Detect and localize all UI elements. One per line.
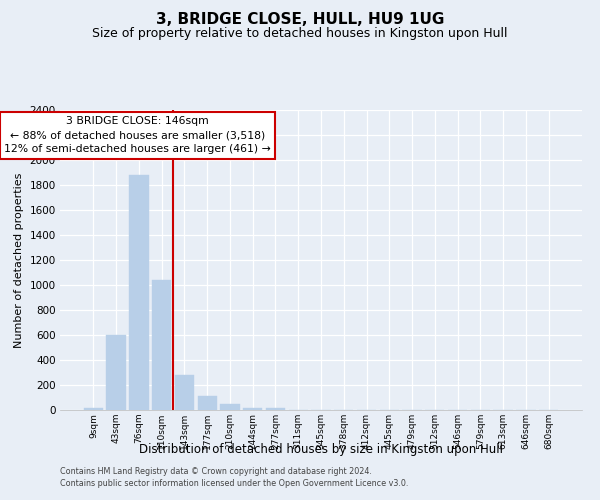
Text: Contains public sector information licensed under the Open Government Licence v3: Contains public sector information licen… — [60, 478, 409, 488]
Bar — [106, 335, 126, 410]
Bar — [197, 396, 217, 410]
Bar — [175, 375, 194, 410]
Text: 3, BRIDGE CLOSE, HULL, HU9 1UG: 3, BRIDGE CLOSE, HULL, HU9 1UG — [156, 12, 444, 28]
Y-axis label: Number of detached properties: Number of detached properties — [14, 172, 24, 348]
Text: 3 BRIDGE CLOSE: 146sqm
← 88% of detached houses are smaller (3,518)
12% of semi-: 3 BRIDGE CLOSE: 146sqm ← 88% of detached… — [4, 116, 271, 154]
Text: Distribution of detached houses by size in Kingston upon Hull: Distribution of detached houses by size … — [139, 442, 503, 456]
Text: Contains HM Land Registry data © Crown copyright and database right 2024.: Contains HM Land Registry data © Crown c… — [60, 467, 372, 476]
Text: Size of property relative to detached houses in Kingston upon Hull: Size of property relative to detached ho… — [92, 28, 508, 40]
Bar — [84, 408, 103, 410]
Bar — [243, 408, 262, 410]
Bar — [266, 408, 285, 410]
Bar — [152, 280, 172, 410]
Bar — [129, 175, 149, 410]
Bar — [220, 404, 239, 410]
